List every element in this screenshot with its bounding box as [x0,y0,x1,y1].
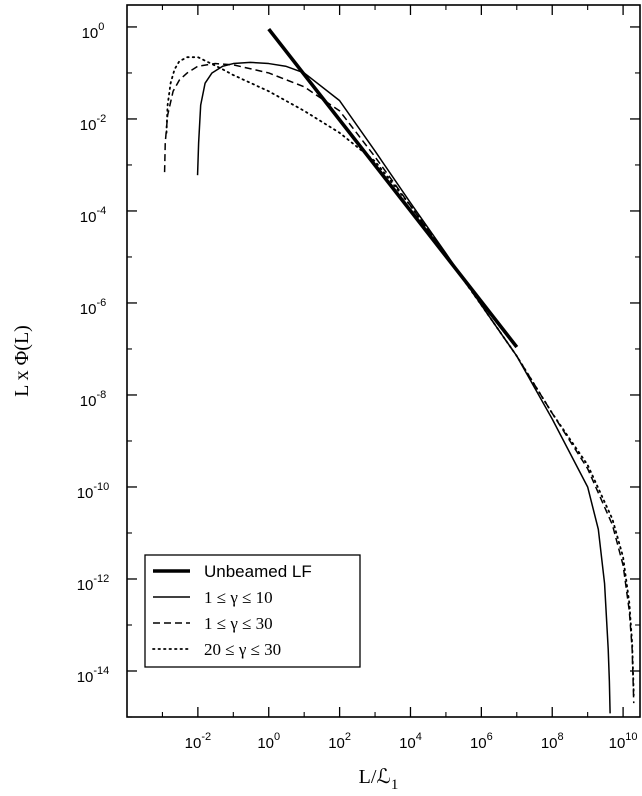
ticks-layer: 10-2 100 102 104 106 108 1010 100 10-2 10-4 10-6 10… [77,5,640,752]
y-tick-label: 10-10 [77,481,110,502]
legend-label: 1 ≤ γ ≤ 30 [204,614,273,633]
series-line-3 [163,62,635,704]
y-tick-label: 10-4 [80,205,106,226]
legend-label: 1 ≤ γ ≤ 10 [204,588,273,607]
y-tick-label: 10-14 [77,665,110,686]
x-tick-label: 108 [541,731,564,752]
y-tick-label: 10-6 [80,297,106,318]
y-tick-label: 10-2 [80,113,106,134]
x-tick-label: 100 [257,731,280,752]
plot-frame [126,4,641,718]
y-tick-label: 100 [82,21,105,42]
x-tick-label: 106 [470,731,493,752]
series-layer [163,27,635,714]
x-tick-label: 10-2 [185,731,211,752]
y-tick-label: 10-8 [80,389,106,410]
series-line-4 [165,56,635,696]
x-axis-label-subscript: 1 [391,777,399,793]
legend-label: 20 ≤ γ ≤ 30 [204,640,281,659]
x-tick-label: 1010 [609,731,638,752]
x-tick-label: 104 [399,731,422,752]
x-axis-label: L/ℒ1 [359,766,399,793]
legend: Unbeamed LF 1 ≤ γ ≤ 10 1 ≤ γ ≤ 30 20 ≤ γ ≤ … [144,554,361,668]
x-axis-label-main: L/ℒ [359,766,391,788]
series-line-2 [196,61,611,714]
legend-label: Unbeamed LF [204,562,312,581]
y-axis-label: L x Φ(L) [11,325,33,397]
series-line-1 [267,27,519,349]
y-tick-label: 10-12 [77,573,110,594]
x-tick-label: 102 [328,731,351,752]
